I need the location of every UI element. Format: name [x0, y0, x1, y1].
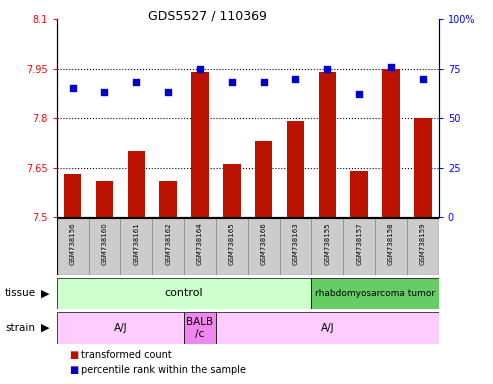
Point	[132, 79, 140, 86]
Bar	[343, 218, 375, 275]
Text: GSM738162: GSM738162	[165, 222, 171, 265]
Text: control: control	[165, 288, 204, 298]
Bar	[382, 69, 400, 217]
Bar	[57, 312, 184, 344]
Bar	[96, 181, 113, 217]
Text: GSM738166: GSM738166	[261, 222, 267, 265]
Text: GSM738164: GSM738164	[197, 222, 203, 265]
Bar	[247, 218, 280, 275]
Point	[101, 89, 108, 96]
Point	[291, 76, 299, 82]
Point	[69, 85, 76, 91]
Text: GDS5527 / 110369: GDS5527 / 110369	[147, 10, 267, 23]
Point	[323, 66, 331, 72]
Bar	[280, 218, 312, 275]
Bar	[312, 218, 343, 275]
Bar	[223, 164, 241, 217]
Bar	[64, 174, 81, 217]
Text: A/J: A/J	[113, 323, 127, 333]
Text: GSM738157: GSM738157	[356, 222, 362, 265]
Point	[164, 89, 172, 96]
Text: GSM738160: GSM738160	[102, 222, 107, 265]
Text: ▶: ▶	[41, 323, 50, 333]
Point	[387, 64, 395, 70]
Text: ▶: ▶	[41, 288, 50, 298]
Bar	[351, 171, 368, 217]
Text: ■: ■	[69, 365, 78, 375]
Bar	[57, 218, 89, 275]
Text: ■: ■	[69, 350, 78, 360]
Text: GSM738163: GSM738163	[292, 222, 298, 265]
Bar	[318, 72, 336, 217]
Bar	[287, 121, 304, 217]
Bar	[184, 312, 216, 344]
Text: transformed count: transformed count	[81, 350, 172, 360]
Text: rhabdomyosarcoma tumor: rhabdomyosarcoma tumor	[315, 289, 435, 298]
Bar	[216, 312, 439, 344]
Bar	[159, 181, 177, 217]
Bar	[414, 118, 431, 217]
Bar	[128, 151, 145, 217]
Text: percentile rank within the sample: percentile rank within the sample	[81, 365, 246, 375]
Bar	[255, 141, 273, 217]
Text: GSM738155: GSM738155	[324, 222, 330, 265]
Bar	[120, 218, 152, 275]
Text: GSM738161: GSM738161	[133, 222, 140, 265]
Text: strain: strain	[5, 323, 35, 333]
Bar	[184, 218, 216, 275]
Point	[419, 76, 427, 82]
Point	[228, 79, 236, 86]
Text: BALB
/c: BALB /c	[186, 317, 213, 339]
Bar	[57, 278, 312, 309]
Text: A/J: A/J	[320, 323, 334, 333]
Bar	[89, 218, 120, 275]
Point	[260, 79, 268, 86]
Point	[196, 66, 204, 72]
Text: GSM738165: GSM738165	[229, 222, 235, 265]
Bar	[191, 72, 209, 217]
Point	[355, 91, 363, 98]
Text: tissue: tissue	[5, 288, 36, 298]
Bar	[152, 218, 184, 275]
Text: GSM738156: GSM738156	[70, 222, 75, 265]
Bar	[407, 218, 439, 275]
Text: GSM738158: GSM738158	[388, 222, 394, 265]
Text: GSM738159: GSM738159	[420, 222, 426, 265]
Bar	[375, 218, 407, 275]
Bar	[312, 278, 439, 309]
Bar	[216, 218, 247, 275]
